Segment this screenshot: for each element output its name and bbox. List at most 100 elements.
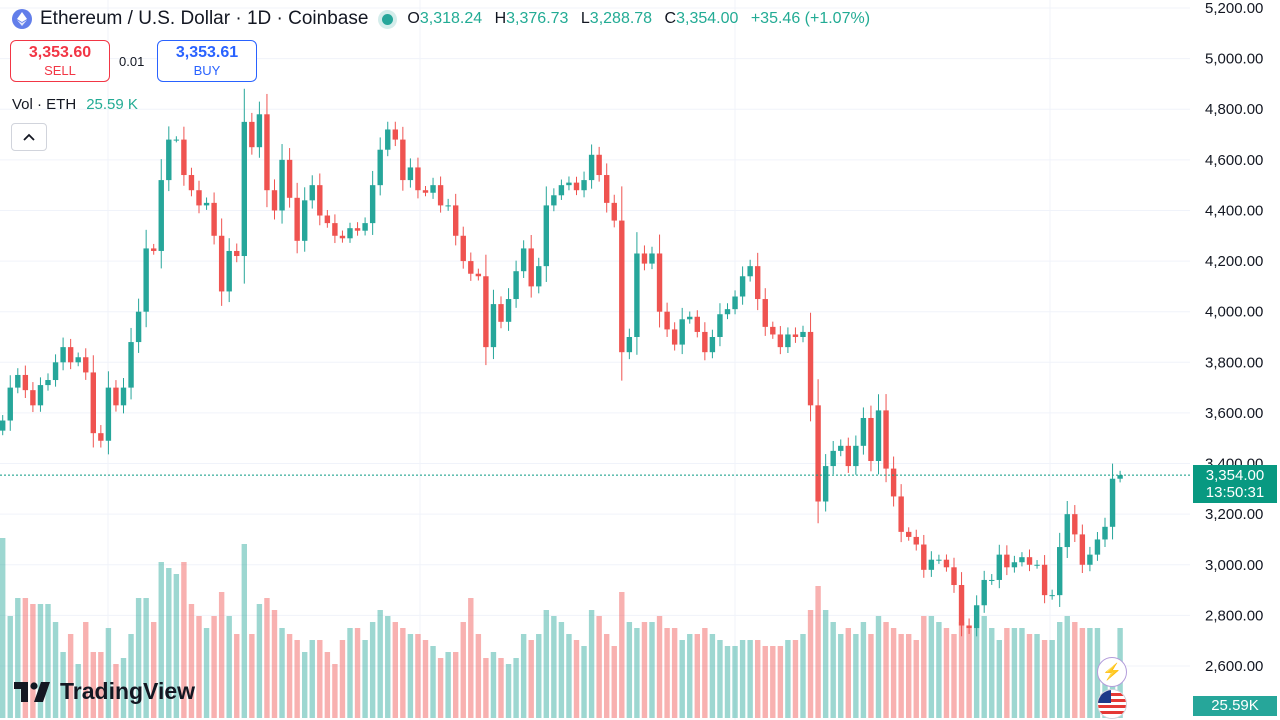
volume-bar xyxy=(347,628,353,718)
volume-bar xyxy=(551,616,557,718)
candle-body xyxy=(770,326,776,335)
candle-body xyxy=(777,334,784,348)
volume-bar xyxy=(747,640,753,718)
ohlc-values: O3,318.24 H3,376.73 L3,288.78 C3,354.00 … xyxy=(407,10,870,28)
volume-bar xyxy=(1079,628,1086,718)
y-axis-tick-label: 2,800.00 xyxy=(1205,607,1263,624)
volume-bar xyxy=(211,616,217,718)
symbol-title[interactable]: Ethereum / U.S. Dollar · 1D · Coinbase xyxy=(40,8,369,29)
volume-bar xyxy=(717,640,723,718)
candle-body xyxy=(1026,557,1033,565)
volume-bar xyxy=(37,604,44,718)
open-value: 3,318.24 xyxy=(419,10,483,27)
y-axis-tick-label: 5,000.00 xyxy=(1205,51,1263,68)
volume-bar xyxy=(989,628,995,718)
candle-body xyxy=(83,357,89,373)
candle-body xyxy=(694,316,700,332)
change-value: +35.46 (+1.07%) xyxy=(750,10,871,27)
volume-bar xyxy=(1004,628,1010,718)
volume-bar xyxy=(7,616,13,718)
volume-bar xyxy=(505,664,512,718)
bar-countdown: 13:50:31 xyxy=(1205,484,1265,501)
candle-body xyxy=(120,387,127,406)
candle-body xyxy=(634,253,640,337)
volume-bar xyxy=(234,634,240,718)
volume-axis-label: 25.59K xyxy=(1193,696,1277,716)
volume-bar xyxy=(928,616,935,718)
candle-body xyxy=(1057,547,1063,596)
candle-body xyxy=(807,331,814,406)
volume-bar xyxy=(430,646,436,718)
candle-body xyxy=(60,347,66,363)
candle-body xyxy=(211,202,217,236)
candle-body xyxy=(445,205,451,207)
candle-body xyxy=(724,309,731,315)
candle-body xyxy=(135,311,142,343)
candle-body xyxy=(437,185,444,206)
candle-body xyxy=(407,167,414,181)
candle-body xyxy=(430,185,436,193)
volume-bar xyxy=(611,646,617,718)
volume-bar xyxy=(785,640,791,718)
brand-name: TradingView xyxy=(60,678,196,704)
candle-body xyxy=(845,445,851,467)
volume-bar xyxy=(702,628,708,718)
volume-bar xyxy=(634,628,640,718)
candle-body xyxy=(785,334,791,348)
candle-body xyxy=(226,250,232,292)
candle-body xyxy=(158,180,164,251)
volume-bar xyxy=(687,634,693,718)
candle-body xyxy=(739,276,746,297)
volume-bar xyxy=(679,640,685,718)
candle-body xyxy=(45,380,51,386)
candle-body xyxy=(30,390,36,406)
last-price-label: 3,354.00 13:50:31 xyxy=(1193,465,1277,503)
volume-bar xyxy=(860,622,867,718)
volume-bar xyxy=(445,652,451,718)
candle-body xyxy=(573,182,580,191)
candle-body xyxy=(67,347,74,363)
volume-bar xyxy=(226,616,232,718)
buy-button[interactable]: 3,353.61 BUY xyxy=(157,40,257,82)
candle-body xyxy=(1102,526,1108,540)
flash-button[interactable]: ⚡ xyxy=(1097,657,1127,687)
region-button[interactable] xyxy=(1097,689,1127,719)
candle-body xyxy=(928,559,935,570)
volume-bar xyxy=(166,568,172,718)
candle-body xyxy=(679,319,685,345)
candle-body xyxy=(528,248,534,287)
candle-body xyxy=(1064,514,1070,548)
y-axis-tick-label: 4,400.00 xyxy=(1205,202,1263,219)
volume-bar xyxy=(732,646,738,718)
high-label: H xyxy=(494,10,507,27)
candle-body xyxy=(981,579,987,606)
volume-bar xyxy=(981,616,987,718)
candle-body xyxy=(1087,554,1093,565)
volume-bar xyxy=(120,658,127,718)
y-axis-tick-label: 3,800.00 xyxy=(1205,354,1263,371)
sell-button[interactable]: 3,353.60 SELL xyxy=(10,40,110,82)
candle-body xyxy=(966,625,972,629)
volume-bar xyxy=(264,598,270,718)
volume-bar xyxy=(1034,634,1040,718)
volume-bar xyxy=(868,634,874,718)
candle-body xyxy=(309,185,315,201)
volume-bar xyxy=(181,562,187,718)
tradingview-logo[interactable]: TradingView xyxy=(14,678,195,705)
candle-body xyxy=(611,202,617,221)
volume-bar xyxy=(1041,640,1048,718)
candle-body xyxy=(483,276,489,348)
candle-body xyxy=(249,121,255,148)
volume-bar xyxy=(1026,634,1033,718)
volume-bar xyxy=(45,604,51,718)
volume-bar xyxy=(490,652,497,718)
volume-bar xyxy=(936,622,942,718)
volume-bar xyxy=(188,604,195,718)
candle-body xyxy=(1072,514,1078,535)
volume-bar xyxy=(709,634,716,718)
collapse-legend-button[interactable] xyxy=(11,123,47,151)
candle-body xyxy=(1049,595,1055,597)
volume-bar xyxy=(1087,628,1093,718)
candle-body xyxy=(649,253,655,264)
